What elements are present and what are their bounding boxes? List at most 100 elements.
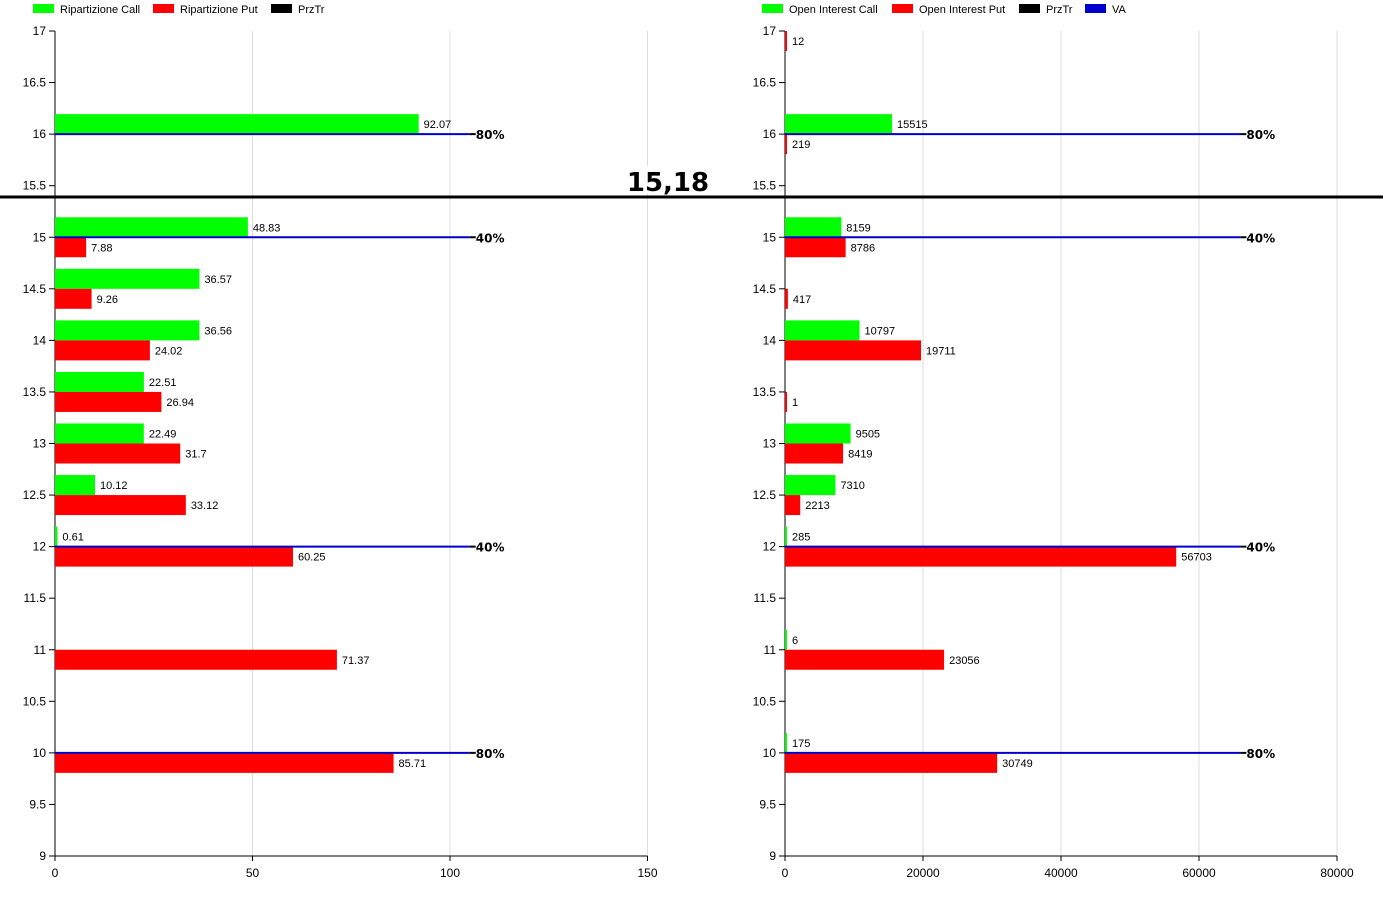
bar-value-label: 56703 — [1181, 552, 1212, 564]
bar-value-label: 219 — [792, 139, 810, 151]
va-percent-label: 40% — [476, 231, 505, 245]
bar-value-label: 9.26 — [97, 294, 118, 306]
bar-value-label: 26.94 — [166, 397, 194, 409]
y-tick-label: 15.5 — [23, 179, 47, 193]
bar-value-label: 71.37 — [342, 655, 370, 667]
put-bar — [785, 31, 787, 51]
y-tick-label: 9.5 — [759, 797, 776, 811]
legend-label: VA — [1112, 4, 1127, 16]
bar-value-label: 85.71 — [399, 758, 427, 770]
va-percent-label: 40% — [1246, 231, 1275, 245]
y-tick-label: 11.5 — [24, 591, 47, 605]
call-bar — [55, 423, 144, 444]
put-bar — [785, 649, 945, 670]
current-price-label-bg — [624, 166, 714, 194]
x-tick-label: 50 — [246, 866, 260, 880]
call-bar — [55, 320, 200, 341]
y-tick-label: 14 — [763, 333, 777, 347]
put-bar — [785, 391, 787, 412]
legend-swatch — [271, 4, 292, 13]
bar-value-label: 15515 — [897, 119, 928, 131]
y-tick-label: 12 — [33, 540, 47, 554]
put-bar — [785, 237, 846, 258]
bar-value-label: 6 — [792, 635, 798, 647]
call-bar — [55, 475, 95, 496]
legend-swatch — [33, 4, 54, 13]
current-price-label: 15,18 — [627, 168, 709, 198]
put-bar — [55, 443, 181, 464]
y-tick-label: 13.5 — [753, 385, 777, 399]
va-percent-label: 40% — [476, 541, 505, 555]
bar-value-label: 7.88 — [91, 242, 112, 254]
bar-value-label: 36.57 — [204, 274, 232, 286]
bar-value-label: 2213 — [805, 500, 829, 512]
x-tick-label: 20000 — [906, 866, 940, 880]
legend-label: Open Interest Call — [789, 4, 878, 16]
bar-value-label: 0.61 — [62, 532, 83, 544]
x-tick-label: 100 — [440, 866, 460, 880]
y-tick-label: 12.5 — [23, 488, 47, 502]
va-percent-label: 80% — [476, 747, 505, 761]
legend-label: Ripartizione Put — [180, 4, 258, 16]
legend-swatch — [1019, 4, 1040, 13]
call-bar — [785, 475, 836, 496]
y-tick-label: 15 — [33, 230, 47, 244]
y-tick-label: 17 — [763, 24, 777, 38]
open-interest-chart: 0 20000 40000 60000 800001716.51615.51514.51… — [753, 4, 1354, 880]
y-tick-label: 10 — [33, 746, 47, 760]
bar-value-label: 1 — [792, 397, 798, 409]
put-bar — [55, 237, 87, 258]
put-bar — [55, 752, 394, 773]
y-tick-label: 15 — [763, 230, 777, 244]
call-bar — [785, 526, 787, 547]
bar-value-label: 48.83 — [253, 222, 281, 234]
bar-value-label: 8419 — [848, 449, 872, 461]
bar-value-label: 92.07 — [424, 119, 452, 131]
legend-swatch — [1085, 4, 1106, 13]
y-tick-label: 12 — [763, 540, 777, 554]
bar-value-label: 8786 — [851, 242, 875, 254]
put-bar — [785, 546, 1177, 567]
ripartizione-chart: 0 50 100 150 17 16.5 16 15.5 15 14.5 14 13.5 13 12.5 1… — [23, 4, 658, 880]
x-tick-label: 150 — [637, 866, 657, 880]
legend-label: PrzTr — [1046, 4, 1073, 16]
put-bar — [55, 288, 92, 309]
y-tick-label: 9 — [39, 849, 46, 863]
put-bar — [785, 495, 801, 516]
y-tick-label: 13 — [763, 437, 777, 451]
bar-value-label: 22.49 — [149, 429, 177, 441]
y-tick-label: 13 — [33, 437, 47, 451]
bar-value-label: 10797 — [864, 325, 895, 337]
legend-label: PrzTr — [298, 4, 325, 16]
put-bar — [785, 288, 788, 309]
y-tick-label: 9 — [769, 849, 776, 863]
bar-value-label: 9505 — [856, 429, 880, 441]
y-tick-label: 16 — [33, 127, 47, 141]
bar-value-label: 36.56 — [204, 325, 232, 337]
va-percent-label: 80% — [1246, 128, 1275, 142]
call-bar — [55, 217, 248, 238]
call-bar — [785, 732, 787, 753]
bar-value-label: 417 — [793, 294, 811, 306]
put-bar — [55, 546, 293, 567]
y-tick-label: 17 — [33, 24, 47, 38]
x-tick-label: 40000 — [1044, 866, 1078, 880]
call-bar — [785, 114, 893, 135]
y-tick-label: 16 — [763, 127, 777, 141]
y-tick-label: 14 — [33, 333, 47, 347]
y-tick-label: 10.5 — [753, 694, 777, 708]
bar-value-label: 12 — [792, 36, 804, 48]
legend-label: Ripartizione Call — [60, 4, 140, 16]
y-tick-label: 16.5 — [753, 76, 777, 90]
bar-value-label: 22.51 — [149, 377, 177, 389]
y-tick-label: 12.5 — [753, 488, 777, 502]
legend-swatch — [153, 4, 174, 13]
call-bar — [55, 371, 144, 392]
call-bar — [55, 268, 200, 289]
bar-value-label: 24.02 — [155, 345, 183, 357]
legend-label: Open Interest Put — [919, 4, 1005, 16]
y-tick-label: 14.5 — [23, 282, 47, 296]
va-percent-label: 80% — [1246, 747, 1275, 761]
call-bar — [785, 320, 860, 341]
x-tick-label: 0 — [782, 866, 789, 880]
